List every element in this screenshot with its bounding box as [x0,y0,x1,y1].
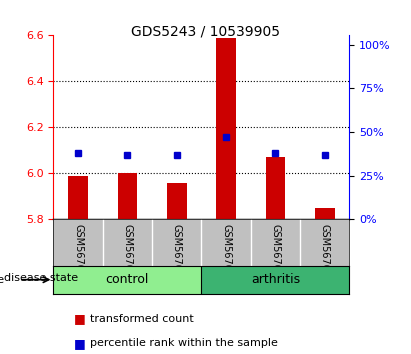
Bar [68,176,88,219]
Text: GSM567075: GSM567075 [122,224,132,284]
Bar [118,173,137,219]
Text: GSM567074: GSM567074 [73,224,83,283]
Text: transformed count: transformed count [90,314,194,324]
Text: GSM567080: GSM567080 [221,224,231,283]
Bar [266,157,285,219]
Text: GSM567081: GSM567081 [270,224,280,283]
Text: GSM567076: GSM567076 [172,224,182,283]
Text: ■: ■ [74,337,86,350]
Bar [167,183,187,219]
Text: control: control [106,273,149,286]
Text: GDS5243 / 10539905: GDS5243 / 10539905 [131,25,280,39]
Text: ■: ■ [74,312,86,325]
Bar [216,38,236,219]
Text: GSM567082: GSM567082 [320,224,330,283]
Text: disease state: disease state [0,275,4,285]
Text: arthritis: arthritis [251,273,300,286]
Text: disease state: disease state [4,273,78,283]
FancyBboxPatch shape [53,266,201,294]
FancyBboxPatch shape [201,266,349,294]
Text: percentile rank within the sample: percentile rank within the sample [90,338,278,348]
Bar [315,208,335,219]
